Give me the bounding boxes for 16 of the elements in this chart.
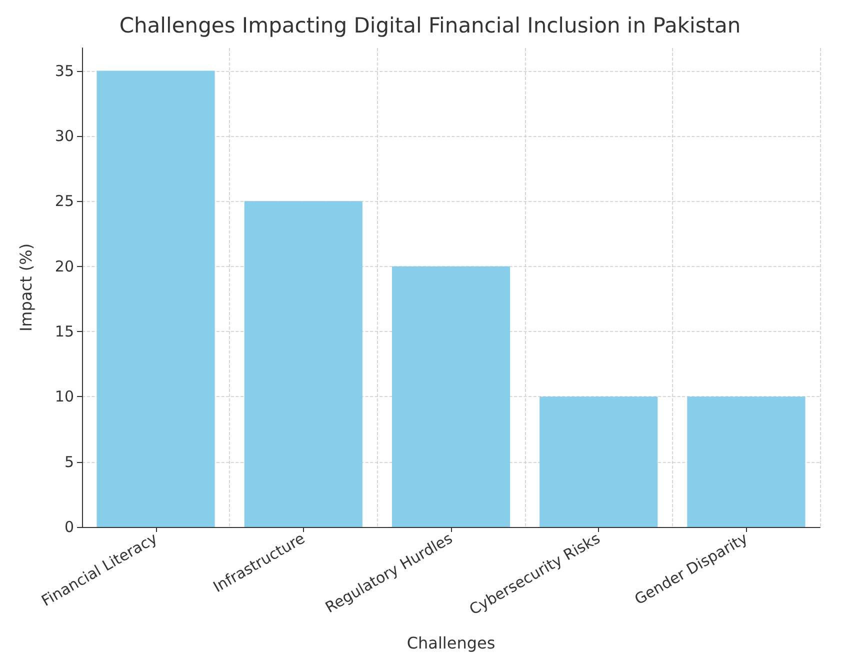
bar xyxy=(392,266,510,527)
y-tick-label: 5 xyxy=(64,452,74,471)
y-tick-label: 35 xyxy=(54,62,74,80)
bar xyxy=(244,201,362,527)
y-tick-label: 15 xyxy=(54,322,74,340)
bar xyxy=(540,396,658,527)
bar xyxy=(687,396,806,527)
bar xyxy=(96,70,215,527)
y-tick-label: 0 xyxy=(64,518,74,536)
chart-title: Challenges Impacting Digital Financial Inclusion in Pakistan xyxy=(119,14,741,38)
y-tick-label: 25 xyxy=(54,192,74,210)
y-tick-label: 30 xyxy=(54,126,74,145)
x-axis-title: Challenges xyxy=(406,634,496,652)
y-tick-label: 10 xyxy=(54,388,74,406)
y-axis-title: Impact (%) xyxy=(16,243,36,332)
y-tick-label: 20 xyxy=(54,257,74,276)
